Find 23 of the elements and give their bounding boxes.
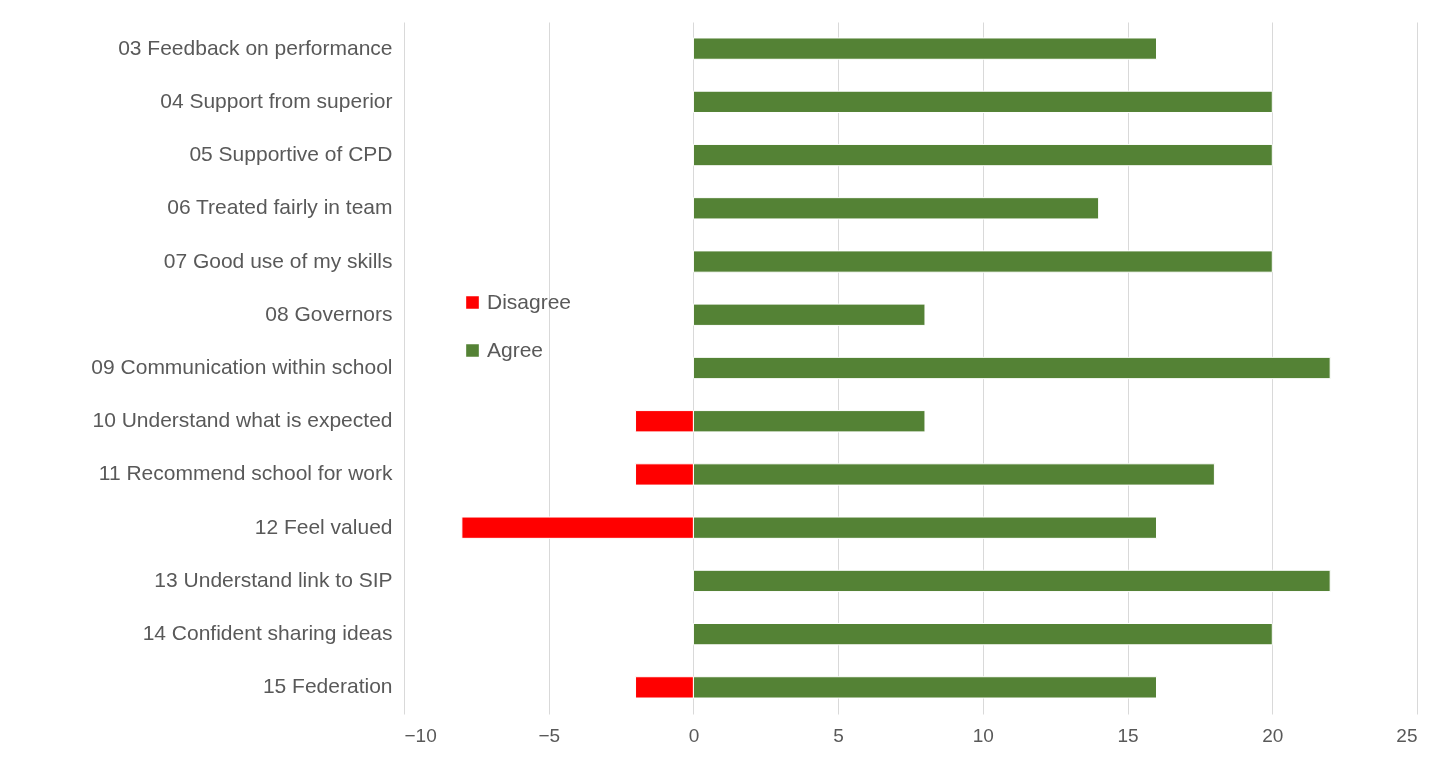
- x-tick-label: 0: [688, 724, 700, 746]
- y-tick-label: 15 Federation: [262, 674, 393, 698]
- y-tick-label: 09 Communication within school: [91, 355, 393, 378]
- y-tick-label: 03 Feedback on performance: [118, 35, 393, 59]
- legend-label: Disagree: [487, 289, 572, 313]
- y-tick-label: 07 Good use of my skills: [163, 248, 393, 272]
- x-tick-label: −5: [538, 724, 561, 746]
- x-tick-label: 25: [1396, 724, 1418, 746]
- legend-label: Agree: [487, 337, 544, 361]
- x-tick-label: 20: [1262, 724, 1284, 746]
- x-tick-label: 10: [972, 724, 994, 746]
- y-tick-label: 14 Confident sharing ideas: [142, 621, 393, 645]
- y-tick-label: 08 Governors: [265, 301, 393, 325]
- y-tick-label: 04 Support from superior: [160, 88, 393, 112]
- y-tick-label: 11 Recommend school for work: [98, 461, 393, 485]
- y-tick-label: 05 Supportive of CPD: [189, 142, 393, 166]
- y-tick-label: 06 Treated fairly in team: [167, 195, 393, 219]
- x-tick-label: 5: [833, 724, 844, 746]
- y-tick-label: 13 Understand link to SIP: [154, 567, 393, 591]
- y-tick-label: 12 Feel valued: [254, 514, 393, 538]
- y-tick-label: 10 Understand what is expected: [92, 408, 393, 432]
- x-tick-label: −10: [404, 724, 437, 746]
- x-tick-label: 15: [1117, 724, 1139, 746]
